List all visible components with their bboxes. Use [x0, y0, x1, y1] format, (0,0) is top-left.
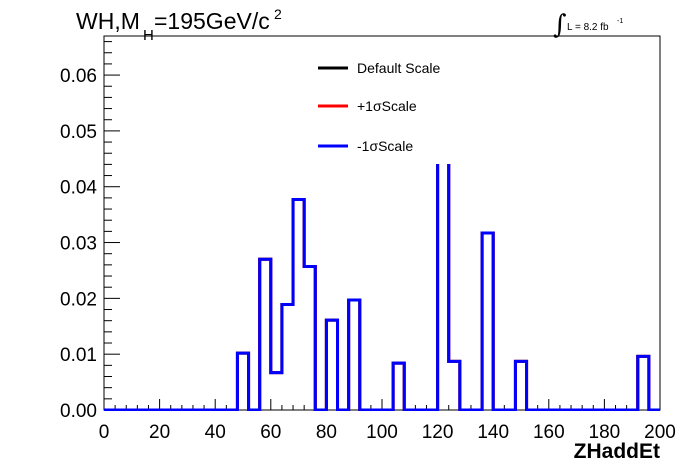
- legend: Default Scale +1σScale -1σScale: [318, 60, 440, 154]
- x-tick-label: 20: [149, 422, 170, 443]
- chart-title-superscript: 2: [274, 6, 282, 22]
- y-axis: 0.00 0.01 0.02 0.03 0.04 0.05 0.06: [60, 41, 120, 422]
- series-minus-1-sigma-line: [104, 164, 660, 411]
- chart-title-subscript: H: [143, 27, 154, 44]
- series-layer: [104, 164, 660, 411]
- series-default-line: [104, 164, 660, 411]
- x-tick-label: 100: [366, 422, 398, 443]
- y-tick-label: 0.02: [60, 289, 97, 310]
- legend-label: Default Scale: [357, 60, 440, 76]
- y-tick-label: 0.03: [60, 234, 97, 255]
- x-axis-label: ZHaddEt: [573, 440, 660, 463]
- plot-frame: [103, 35, 661, 411]
- x-tick-label: 0: [99, 422, 110, 443]
- luminosity-label: L = 8.2 fb: [567, 22, 609, 33]
- x-tick-label: 60: [260, 422, 281, 443]
- y-tick-label: 0.04: [60, 178, 97, 199]
- legend-label: +1σScale: [357, 98, 417, 114]
- x-tick-label: 200: [644, 422, 676, 443]
- luminosity-superscript: -1: [617, 18, 624, 25]
- x-tick-label: 80: [316, 422, 337, 443]
- y-tick-label: 0.05: [60, 122, 97, 143]
- y-tick-label: 0.01: [60, 345, 97, 366]
- chart-title-prefix: WH,M: [76, 8, 140, 34]
- x-axis: 0 20 40 60 80 100 120 140 160 180 200: [99, 399, 676, 443]
- series-plus-1-sigma-line: [104, 164, 660, 411]
- x-tick-label: 40: [205, 422, 226, 443]
- integral-symbol: ∫: [553, 10, 567, 40]
- x-tick-label: 180: [589, 422, 621, 443]
- x-tick-label: 160: [533, 422, 565, 443]
- y-tick-label: 0.06: [60, 66, 97, 87]
- y-tick-label: 0.00: [60, 401, 97, 422]
- chart-title-suffix: =195GeV/c: [154, 8, 270, 34]
- legend-label: -1σScale: [357, 138, 413, 154]
- x-tick-label: 140: [477, 422, 509, 443]
- x-tick-label: 120: [422, 422, 454, 443]
